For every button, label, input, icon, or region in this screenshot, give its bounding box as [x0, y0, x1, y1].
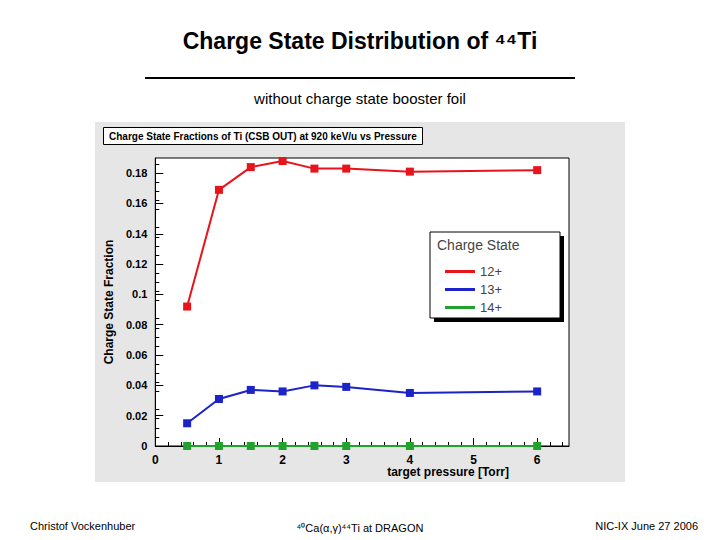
svg-text:1: 1 [216, 453, 223, 467]
svg-text:0.1: 0.1 [132, 288, 147, 300]
html-text:NIC-IX June 27 2006: NIC-IX June 27 2006 [595, 520, 698, 532]
svg-text:13+: 13+ [480, 282, 502, 297]
svg-text:0.16: 0.16 [126, 197, 147, 209]
html-text:⁴⁰Ca(α,γ)⁴⁴Ti at DRAGON: ⁴⁰Ca(α,γ)⁴⁴Ti at DRAGON [296, 522, 424, 534]
svg-text:0.02: 0.02 [126, 410, 147, 422]
svg-text:4: 4 [407, 453, 414, 467]
svg-text:0: 0 [152, 453, 159, 467]
svg-text:Charge State Fractions of Ti (: Charge State Fractions of Ti (CSB OUT) a… [109, 131, 417, 142]
svg-text:14+: 14+ [480, 300, 502, 315]
svg-text:3: 3 [343, 453, 350, 467]
svg-text:0.04: 0.04 [126, 379, 148, 391]
svg-text:12+: 12+ [480, 264, 502, 279]
svg-text:Charge State: Charge State [437, 237, 520, 253]
html-text:Christof Vockenhuber: Christof Vockenhuber [30, 520, 136, 532]
svg-text:0: 0 [141, 440, 147, 452]
svg-text:target pressure [Torr]: target pressure [Torr] [387, 465, 509, 479]
svg-text:6: 6 [534, 453, 541, 467]
svg-text:0.12: 0.12 [126, 258, 147, 270]
svg-text:Charge State Fraction: Charge State Fraction [102, 240, 116, 365]
svg-text:2: 2 [279, 453, 286, 467]
html-text:without charge state booster f: without charge state booster foil [254, 90, 466, 107]
svg-text:0.06: 0.06 [126, 349, 147, 361]
svg-text:0.18: 0.18 [126, 167, 147, 179]
svg-text:5: 5 [470, 453, 477, 467]
html-text:Charge State Distribution of ⁴: Charge State Distribution of ⁴⁴Ti [182, 28, 538, 54]
svg-text:0.14: 0.14 [126, 228, 148, 240]
svg-text:0.08: 0.08 [126, 319, 147, 331]
